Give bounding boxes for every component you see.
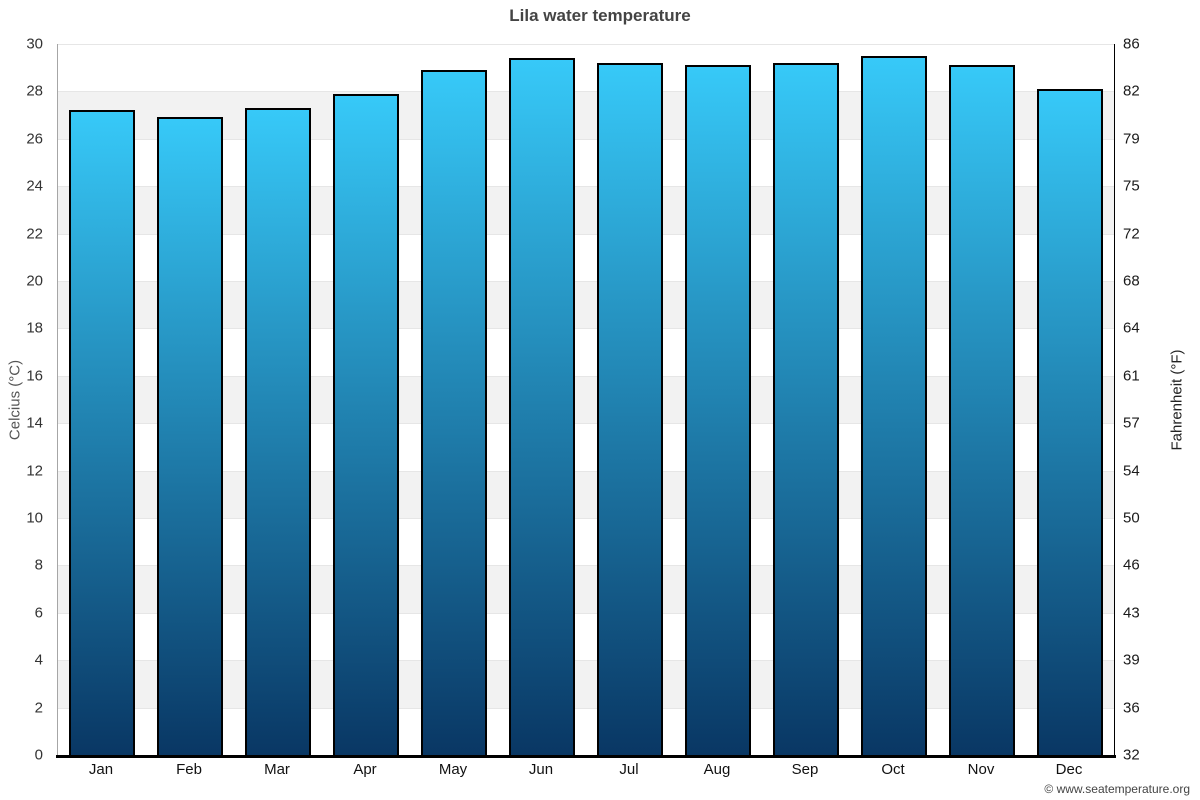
gridline-12 <box>58 470 1114 472</box>
ytick-fahrenheit-36: 36 <box>1123 699 1140 717</box>
bar-oct[interactable] <box>860 55 927 755</box>
plot-band <box>58 423 1114 471</box>
ytick-celsius-22: 22 <box>26 225 43 243</box>
ytick-celsius-4: 4 <box>34 651 43 669</box>
bar-nov[interactable] <box>949 65 1015 755</box>
xtick-mar: Mar <box>264 761 290 778</box>
bar-jun[interactable] <box>508 58 575 755</box>
plot-band <box>58 91 1114 139</box>
ytick-celsius-16: 16 <box>26 367 43 385</box>
plot-band <box>58 518 1114 566</box>
xtick-dec: Dec <box>1055 761 1083 778</box>
ytick-celsius-14: 14 <box>26 414 43 432</box>
bar-jan[interactable] <box>68 110 135 755</box>
ytick-celsius-26: 26 <box>26 130 43 148</box>
fahrenheit-axis-ticks: 86 82 79 75 72 68 64 61 57 54 50 46 43 39 36 32 <box>1123 36 1183 764</box>
ytick-fahrenheit-86: 86 <box>1123 35 1140 53</box>
xtick-jul: Jul <box>619 761 639 778</box>
plot-band <box>58 44 1114 92</box>
ytick-celsius-10: 10 <box>26 509 43 527</box>
ytick-fahrenheit-54: 54 <box>1123 462 1140 480</box>
ytick-fahrenheit-32: 32 <box>1123 746 1140 764</box>
gridline-28 <box>58 91 1114 93</box>
plot-band <box>58 281 1114 329</box>
ytick-fahrenheit-72: 72 <box>1123 225 1140 243</box>
bar-feb[interactable] <box>157 117 223 755</box>
gridline-20 <box>58 281 1114 282</box>
ytick-fahrenheit-61: 61 <box>1123 367 1140 385</box>
ytick-celsius-28: 28 <box>26 82 43 100</box>
gridline-14 <box>58 423 1114 425</box>
plot-band <box>58 328 1114 376</box>
ytick-fahrenheit-68: 68 <box>1123 272 1140 290</box>
xtick-feb: Feb <box>176 761 202 778</box>
plot-band <box>58 186 1114 234</box>
ytick-celsius-12: 12 <box>26 462 43 480</box>
xtick-may: May <box>438 761 468 778</box>
bar-aug[interactable] <box>685 65 751 755</box>
xtick-oct: Oct <box>881 761 905 778</box>
ytick-celsius-8: 8 <box>34 556 43 574</box>
plot-band <box>58 138 1114 187</box>
xtick-apr: Apr <box>353 761 377 778</box>
plot-band <box>58 565 1114 613</box>
plot-band <box>58 660 1114 708</box>
gridline-26 <box>58 138 1114 140</box>
chart-title: Lila water temperature <box>509 6 691 25</box>
bar-mar[interactable] <box>245 108 311 755</box>
ytick-celsius-30: 30 <box>26 35 43 53</box>
ytick-fahrenheit-43: 43 <box>1123 604 1140 622</box>
plot-band <box>58 707 1114 755</box>
ytick-fahrenheit-75: 75 <box>1123 177 1140 195</box>
ytick-fahrenheit-82: 82 <box>1123 82 1140 100</box>
gridline-24 <box>58 186 1114 188</box>
xtick-sep: Sep <box>791 761 819 778</box>
xtick-jan: Jan <box>88 761 114 778</box>
ytick-celsius-0: 0 <box>34 746 43 764</box>
bar-may[interactable] <box>421 70 487 755</box>
month-axis-ticks: Jan Feb Mar Apr May Jun Jul Aug Sep Oct Nov Dec <box>57 761 1113 781</box>
plot-band <box>58 233 1114 281</box>
ytick-fahrenheit-39: 39 <box>1123 651 1140 669</box>
ytick-fahrenheit-50: 50 <box>1123 509 1140 527</box>
celsius-axis-ticks: 30 28 26 24 22 20 18 16 14 12 10 8 6 4 2 0 <box>0 36 50 764</box>
gridline-18 <box>58 328 1114 330</box>
credits-link[interactable]: © www.seatemperature.org <box>1044 782 1190 796</box>
gridline-8 <box>58 565 1114 567</box>
ytick-celsius-20: 20 <box>26 272 43 290</box>
gridline-30 <box>58 44 1114 45</box>
xtick-nov: Nov <box>967 761 995 778</box>
ytick-fahrenheit-64: 64 <box>1123 319 1140 337</box>
plot-band <box>58 612 1114 661</box>
ytick-celsius-24: 24 <box>26 177 43 195</box>
ytick-fahrenheit-79: 79 <box>1123 130 1140 148</box>
plot-band <box>58 470 1114 518</box>
fahrenheit-axis-title: Fahrenheit (°F) <box>1168 349 1186 451</box>
gridline-4 <box>58 660 1114 662</box>
ytick-fahrenheit-57: 57 <box>1123 414 1140 432</box>
gridline-2 <box>58 707 1114 709</box>
bar-jul[interactable] <box>597 62 663 755</box>
ytick-celsius-6: 6 <box>34 604 43 622</box>
ytick-fahrenheit-46: 46 <box>1123 556 1140 574</box>
gridline-6 <box>58 612 1114 614</box>
ytick-celsius-2: 2 <box>34 699 43 717</box>
x-axis-line <box>56 755 1116 758</box>
bar-dec[interactable] <box>1037 89 1103 755</box>
xtick-aug: Aug <box>703 761 731 778</box>
xtick-jun: Jun <box>528 761 554 778</box>
plot-band <box>58 375 1114 424</box>
celsius-axis-title: Celcius (°C) <box>6 359 24 441</box>
plot-area <box>57 44 1115 756</box>
ytick-celsius-18: 18 <box>26 319 43 337</box>
gridline-10 <box>58 518 1114 519</box>
gridline-22 <box>58 233 1114 235</box>
bar-apr[interactable] <box>333 93 399 755</box>
gridline-16 <box>58 375 1114 377</box>
bar-sep[interactable] <box>773 62 839 755</box>
